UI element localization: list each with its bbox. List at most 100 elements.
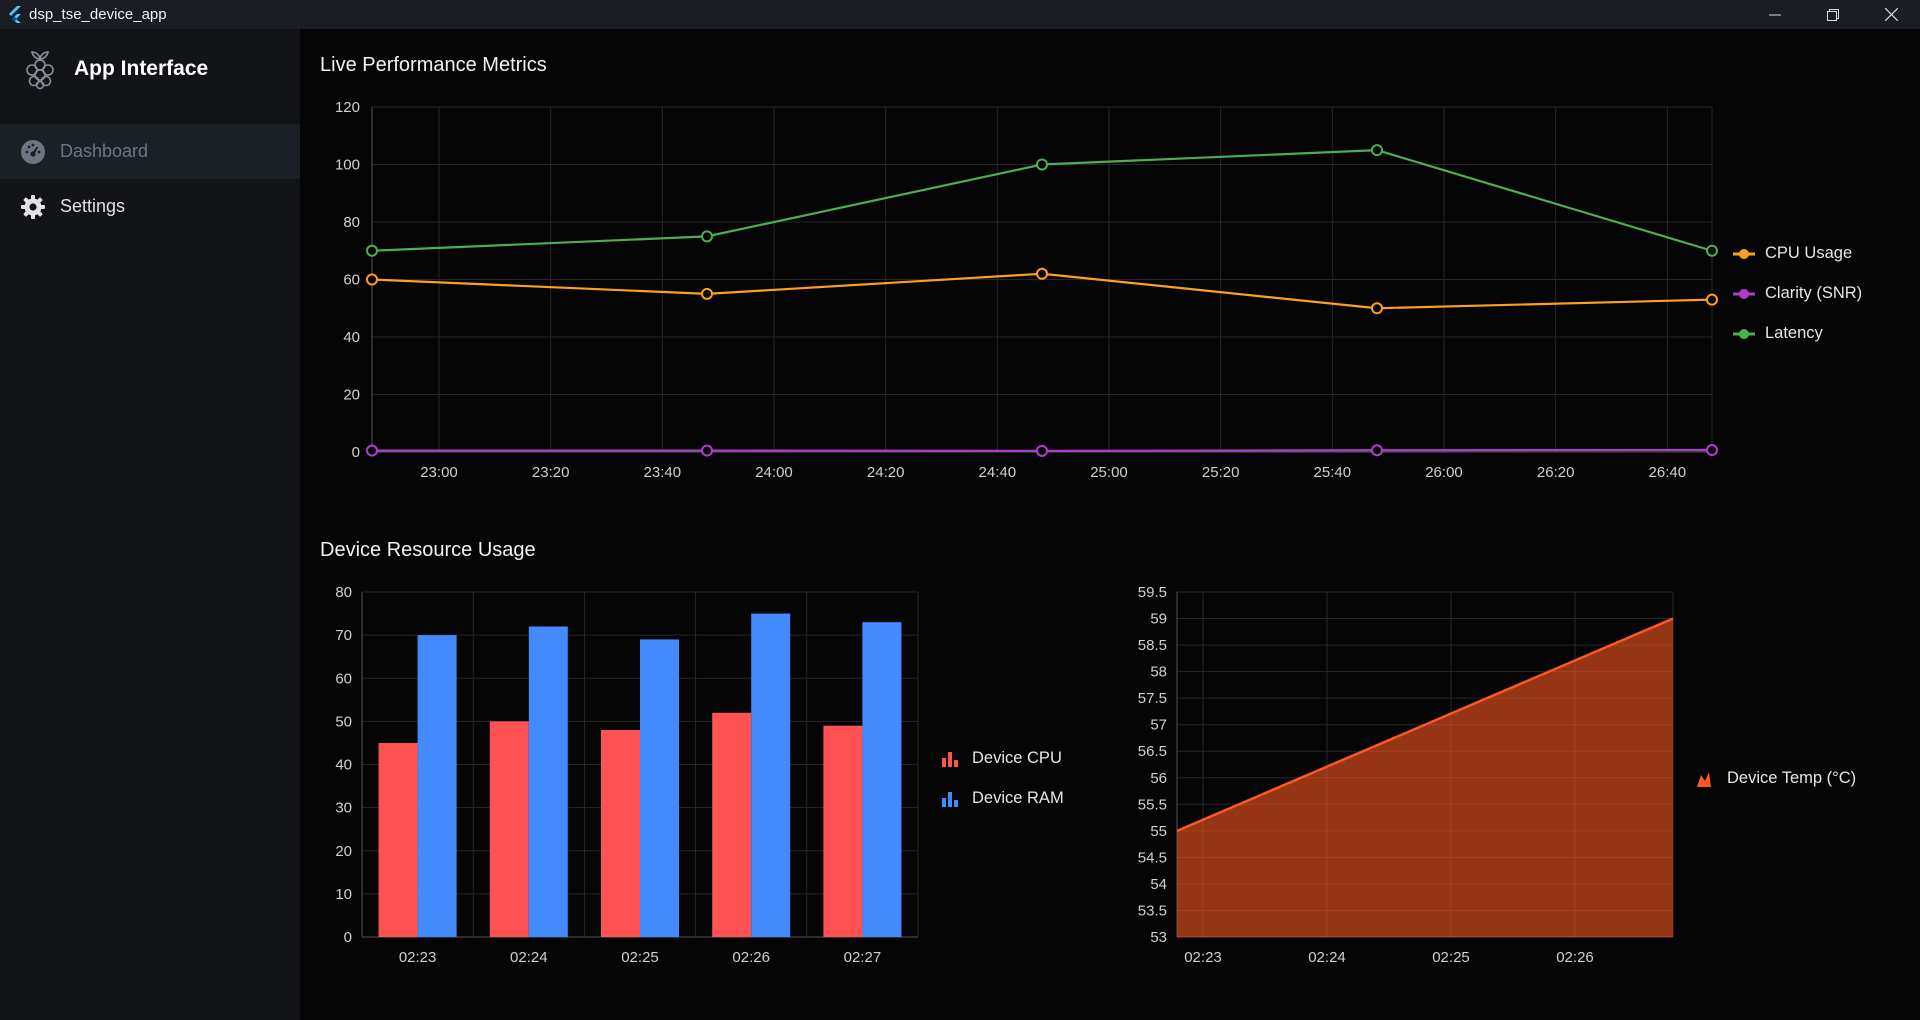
- y-tick-label: 56.5: [1138, 743, 1167, 760]
- data-point: [1371, 302, 1383, 315]
- x-tick-label: 02:26: [732, 949, 770, 966]
- sidebar-brand: App Interface: [0, 29, 300, 111]
- legend-item-clarity-snr[interactable]: Clarity (SNR): [1733, 284, 1862, 303]
- y-tick-label: 55.5: [1138, 796, 1167, 813]
- legend-item-device-cpu[interactable]: Device CPU: [940, 749, 1062, 768]
- line-legend-icon: [1733, 246, 1755, 262]
- area-fill: [1177, 618, 1673, 937]
- legend-item-latency[interactable]: Latency: [1733, 324, 1823, 343]
- legend-item-device-ram[interactable]: Device RAM: [940, 789, 1064, 808]
- close-button[interactable]: [1862, 0, 1920, 29]
- bar: [489, 721, 529, 937]
- x-tick-label: 02:26: [1556, 949, 1594, 966]
- data-point: [1371, 144, 1383, 157]
- area-chart-legend-icon: [1695, 771, 1717, 787]
- y-tick-label: 0: [344, 929, 352, 946]
- data-point: [1036, 444, 1048, 457]
- x-tick-label: 26:00: [1425, 464, 1463, 481]
- y-tick-label: 60: [335, 670, 352, 687]
- y-tick-label: 58: [1150, 664, 1167, 681]
- y-tick-label: 20: [335, 843, 352, 860]
- legend-label: Device CPU: [972, 749, 1062, 767]
- x-tick-label: 24:20: [867, 464, 905, 481]
- y-tick-label: 53.5: [1138, 902, 1167, 919]
- y-tick-label: 50: [335, 713, 352, 730]
- line-legend-icon: [1733, 326, 1755, 342]
- legend-label: Device Temp (°C): [1727, 769, 1857, 787]
- data-point: [366, 273, 378, 286]
- raspberry-logo-icon: [26, 51, 54, 90]
- y-tick-label: 60: [343, 272, 360, 289]
- y-tick-label: 30: [335, 800, 352, 817]
- restore-button[interactable]: [1804, 0, 1862, 29]
- bar: [417, 635, 457, 937]
- x-tick-label: 23:20: [532, 464, 570, 481]
- data-point: [701, 444, 713, 457]
- sidebar: App Interface Dashboard Settings: [0, 29, 300, 1020]
- legend-label: Clarity (SNR): [1765, 284, 1863, 302]
- y-tick-label: 100: [335, 157, 360, 174]
- data-point: [366, 444, 378, 457]
- data-point: [701, 287, 713, 300]
- sidebar-item-label: Dashboard: [60, 141, 149, 161]
- restore-icon: [1827, 8, 1839, 21]
- y-tick-label: 10: [335, 886, 352, 903]
- legend-label: Latency: [1765, 324, 1823, 342]
- resource-usage-title: Device Resource Usage: [320, 539, 536, 561]
- bar-chart-legend-icon: [940, 791, 962, 807]
- x-tick-label: 23:40: [644, 464, 682, 481]
- x-tick-label: 24:40: [979, 464, 1017, 481]
- y-tick-label: 120: [335, 99, 360, 116]
- resource-bar-chart: 0 10 20 30 40 50 60 70 80 02:23 02:24 02:25 02:26 02:…: [335, 584, 919, 966]
- x-tick-label: 24:00: [755, 464, 793, 481]
- x-tick-label: 02:23: [1184, 949, 1222, 966]
- x-tick-label: 26:20: [1537, 464, 1575, 481]
- window-titlebar: dsp_tse_device_app: [0, 0, 1920, 29]
- area-line: [1176, 617, 1674, 832]
- data-point: [1036, 267, 1048, 280]
- bar: [378, 742, 418, 937]
- live-metrics-title: Live Performance Metrics: [320, 54, 547, 76]
- data-point: [366, 244, 378, 257]
- x-tick-label: 25:00: [1090, 464, 1128, 481]
- y-tick-label: 80: [343, 214, 360, 231]
- legend-label: Device RAM: [972, 789, 1064, 807]
- y-tick-label: 53: [1150, 929, 1167, 946]
- window-title: dsp_tse_device_app: [29, 6, 167, 23]
- x-tick-label: 02:23: [399, 949, 437, 966]
- line-legend-icon: [1733, 286, 1755, 302]
- legend-item-device-temp[interactable]: Device Temp (°C): [1695, 769, 1856, 788]
- sidebar-item-label: Settings: [60, 196, 126, 216]
- data-point: [1706, 443, 1718, 456]
- minimize-icon: [1769, 14, 1781, 15]
- x-tick-label: 02:24: [1308, 949, 1346, 966]
- y-tick-label: 56: [1150, 770, 1167, 787]
- y-tick-label: 55: [1150, 823, 1167, 840]
- y-tick-label: 20: [343, 387, 360, 404]
- y-tick-label: 40: [335, 757, 352, 774]
- legend-item-cpu-usage[interactable]: CPU Usage: [1733, 244, 1852, 263]
- sidebar-item-dashboard[interactable]: Dashboard: [0, 124, 300, 179]
- gear-icon: [21, 195, 45, 219]
- x-tick-label: 26:40: [1649, 464, 1687, 481]
- y-tick-label: 54: [1150, 876, 1167, 893]
- data-point: [1706, 293, 1718, 306]
- y-tick-label: 57.5: [1138, 690, 1167, 707]
- x-tick-label: 02:25: [621, 949, 659, 966]
- sidebar-item-settings[interactable]: Settings: [0, 179, 300, 234]
- data-point: [1706, 244, 1718, 257]
- app-name: App Interface: [74, 57, 209, 80]
- bar: [751, 613, 791, 937]
- data-point: [701, 230, 713, 243]
- bar: [528, 626, 568, 937]
- minimize-button[interactable]: [1746, 0, 1804, 29]
- x-tick-label: 02:24: [510, 949, 548, 966]
- data-point: [1371, 444, 1383, 457]
- bar-chart-legend-icon: [940, 751, 962, 767]
- y-tick-label: 59: [1150, 611, 1167, 628]
- bar: [862, 622, 902, 937]
- x-tick-label: 02:25: [1432, 949, 1470, 966]
- flutter-icon: [0, 0, 29, 29]
- legend-label: CPU Usage: [1765, 244, 1853, 262]
- x-tick-label: 25:20: [1202, 464, 1240, 481]
